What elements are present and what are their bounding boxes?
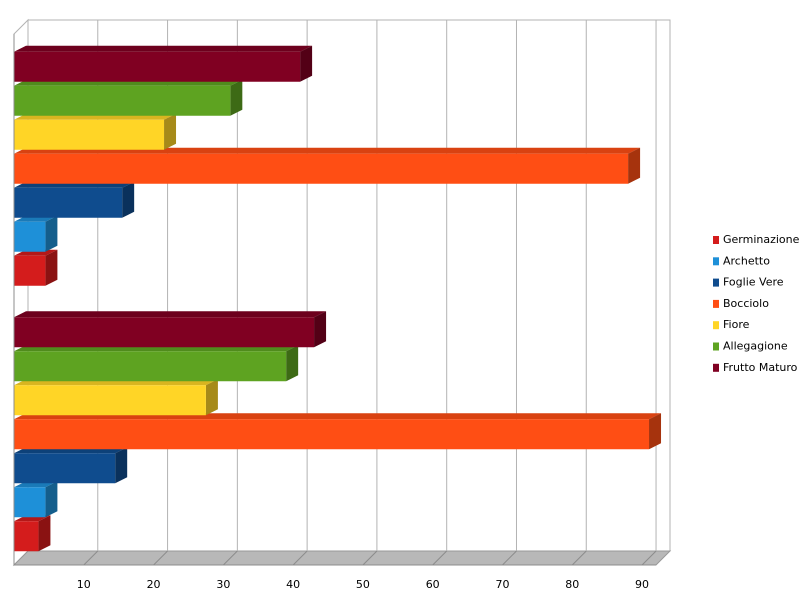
bar — [14, 487, 46, 518]
legend-swatch — [713, 363, 719, 372]
bar — [14, 85, 231, 116]
legend-swatch — [713, 342, 719, 351]
bar-side — [300, 45, 313, 82]
bar-side — [230, 79, 243, 116]
bar-top — [14, 311, 327, 318]
bar — [14, 221, 46, 252]
bar — [14, 153, 629, 184]
x-tick-label: 50 — [356, 578, 370, 591]
legend-label: Frutto Maturo — [723, 361, 798, 374]
bar — [14, 521, 39, 552]
bar-side — [115, 447, 128, 484]
bar — [14, 317, 315, 348]
bar-side — [628, 147, 641, 184]
bar — [14, 187, 123, 218]
floor-grid-line — [502, 550, 517, 566]
legend-label: Allegagione — [723, 340, 788, 353]
legend-label: Archetto — [723, 254, 770, 267]
bar — [14, 453, 116, 484]
floor — [12, 550, 672, 566]
floor-grid-line — [432, 550, 448, 566]
legend-swatch — [713, 299, 719, 308]
bar-side — [205, 379, 218, 416]
bar-side — [286, 345, 299, 382]
bar-top — [14, 45, 313, 52]
floor-grid-line — [83, 550, 99, 566]
x-tick-label: 40 — [286, 578, 300, 591]
floor-grid-line — [222, 550, 238, 566]
bar-side — [45, 215, 58, 252]
bar — [14, 119, 165, 150]
bar-side — [45, 249, 58, 286]
floor-grid-line — [571, 550, 587, 566]
bar-side — [122, 181, 135, 218]
legend-swatch — [713, 236, 719, 244]
bar — [14, 351, 287, 382]
bar-side — [164, 113, 177, 150]
x-tick-label: 80 — [565, 578, 579, 591]
floor-grid-line — [292, 550, 308, 566]
x-tick-label: 20 — [147, 578, 161, 591]
bar — [14, 51, 301, 82]
floor-grid-line — [641, 550, 657, 566]
bar — [14, 255, 46, 286]
legend-swatch — [713, 278, 719, 287]
bar-side — [38, 515, 51, 552]
floor-grid-line — [362, 550, 378, 566]
legend-swatch — [713, 321, 719, 330]
legend-label: Foglie Vere — [723, 276, 784, 289]
floor-grid-line — [153, 550, 168, 566]
x-tick-label: 60 — [426, 578, 440, 591]
legend-swatch — [713, 257, 719, 266]
x-tick-label: 10 — [77, 578, 91, 591]
x-tick-label: 90 — [635, 578, 649, 591]
legend-label: Bocciolo — [723, 297, 769, 310]
bar-side — [45, 481, 58, 518]
x-tick-label: 30 — [216, 578, 230, 591]
bar — [14, 385, 206, 416]
bar — [14, 419, 650, 450]
x-tick-label: 70 — [495, 578, 509, 591]
bar-top — [14, 147, 641, 154]
legend-label: Fiore — [723, 318, 750, 331]
legend-label: Germinazione — [723, 233, 800, 246]
bar-side — [314, 311, 327, 348]
bar-side — [649, 413, 662, 450]
